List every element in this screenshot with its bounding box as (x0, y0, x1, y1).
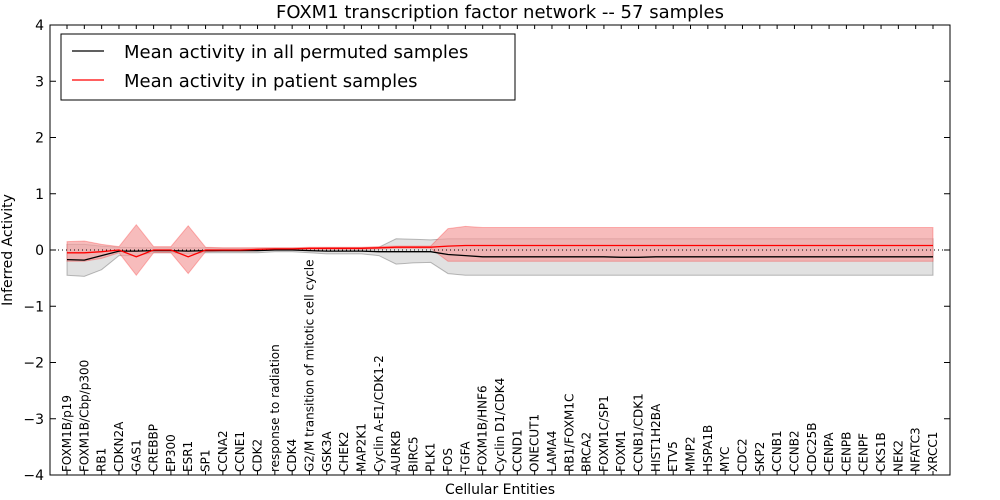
x-tick-label: AURKB (389, 431, 403, 472)
x-tick-label: BRCA2 (580, 432, 594, 472)
x-tick-label: CKS1B (874, 432, 888, 472)
x-tick-label: ETV5 (666, 441, 680, 472)
x-tick-label: FOXM1B/p19 (60, 395, 74, 472)
y-tick-label: −2 (23, 356, 44, 372)
y-tick-label: −4 (23, 468, 44, 484)
x-tick-label: NFATC3 (909, 427, 923, 472)
x-tick-label: CCNB1/CDK1 (632, 393, 646, 472)
x-tick-label: NEK2 (891, 440, 905, 472)
x-tick-label: GAS1 (129, 439, 143, 472)
x-tick-label: CCND1 (510, 429, 524, 472)
y-tick-label: 2 (35, 131, 44, 147)
x-tick-label: CCNB1 (770, 430, 784, 472)
x-tick-label: response to radiation (268, 344, 282, 472)
legend-box (60, 33, 516, 101)
y-tick-label: 4 (35, 18, 44, 34)
x-tick-label: XRCC1 (926, 432, 940, 472)
x-tick-label: FOXM1C/SP1 (597, 395, 611, 472)
band-patient (66, 223, 934, 277)
x-tick-label: CCNE1 (233, 431, 247, 472)
x-tick-label: CDKN2A (112, 421, 126, 472)
x-tick-label: FOXM1B/Cbp/p300 (77, 360, 91, 472)
x-tick-label: CHEK2 (337, 432, 351, 473)
x-tick-label: FOS (441, 448, 455, 472)
y-tick-label: 0 (35, 243, 44, 259)
x-tick-label: CENPA (822, 432, 836, 472)
x-tick-label: ONECUT1 (528, 414, 542, 472)
x-tick-label: CENPB (839, 432, 853, 472)
x-tick-label: MAP2K1 (354, 423, 368, 472)
series-line-patient (67, 244, 933, 258)
x-tick-label: HIST1H2BA (649, 403, 663, 472)
plot-area: −4 −3 −2 −1 0 1 2 3 4 FOXM1B/p19 FOXM1B/Cbp/p300 RB… (23, 18, 951, 484)
x-tick-label: TGFA (458, 441, 472, 473)
x-tick-label: MYC (718, 447, 732, 472)
y-tick-label: 1 (35, 187, 44, 203)
x-tick-label: Cyclin D1/CDK4 (493, 378, 507, 472)
x-tick-label: CCNB2 (787, 430, 801, 472)
x-tick-label: MMP2 (684, 436, 698, 472)
x-tick-label: HSPA1B (701, 425, 715, 472)
x-tick-label: GSK3A (320, 431, 334, 472)
x-tick-label: EP300 (164, 434, 178, 472)
x-tick-label: CDC2 (736, 438, 750, 472)
x-tick-label: Cyclin A-E1/CDK1-2 (372, 355, 386, 472)
x-tick-label: CDC25B (805, 423, 819, 473)
legend-label-patient: Mean activity in patient samples (124, 71, 418, 92)
y-tick-label: −3 (23, 412, 44, 428)
x-tick-label: CDK2 (251, 439, 265, 472)
x-tick-label: LAMA4 (545, 431, 559, 472)
x-tick-label: SP1 (199, 450, 213, 473)
x-tick-label: FOXM1B/HNF6 (476, 385, 490, 472)
x-tick-label: G2/M transition of mitotic cell cycle (303, 259, 317, 472)
x-tick-label: CREBBP (147, 424, 161, 472)
y-tick-label: −1 (23, 299, 44, 315)
x-tick-label: PLK1 (424, 443, 438, 472)
y-axis-label: Inferred Activity (0, 194, 16, 306)
x-tick-label: SKP2 (753, 442, 767, 472)
legend-label-permuted: Mean activity in all permuted samples (124, 42, 468, 63)
y-tick-label: 3 (35, 74, 44, 90)
x-axis-label: Cellular Entities (445, 482, 555, 498)
chart-title: FOXM1 transcription factor network -- 57… (276, 2, 724, 23)
x-tick-label: FOXM1 (614, 430, 628, 472)
x-tick-label: BIRC5 (406, 436, 420, 472)
x-tick-label: RB1/FOXM1C (562, 394, 576, 472)
x-tick-label: CDK4 (285, 439, 299, 472)
x-tick-label: RB1 (95, 448, 109, 472)
legend: Mean activity in all permuted samples Me… (60, 33, 516, 101)
x-tick-label: ESR1 (181, 441, 195, 472)
x-tick-label: CENPF (857, 433, 871, 472)
x-tick-label: CCNA2 (216, 430, 230, 472)
